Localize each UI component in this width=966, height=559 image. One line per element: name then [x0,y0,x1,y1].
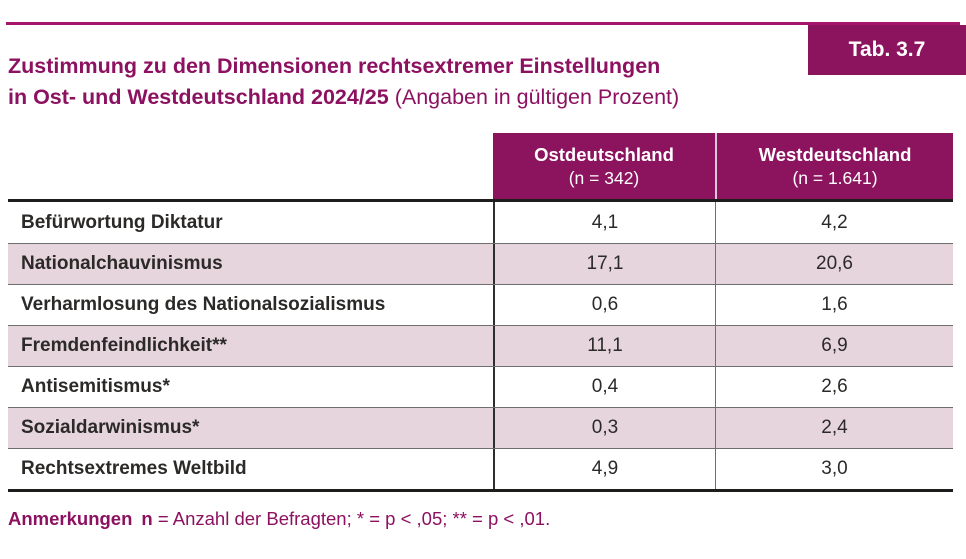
footnote-n-symbol: n [141,508,153,529]
value-west: 6,9 [715,326,953,366]
table-row: Rechtsextremes Weltbild 4,9 3,0 [8,448,953,489]
column-header-ostdeutschland: Ostdeutschland (n = 342) [493,133,715,199]
value-ost: 0,3 [493,408,715,448]
row-label: Verharmlosung des Nationalsozialismus [21,294,386,315]
table-row: Sozialdarwinismus* 0,3 2,4 [8,407,953,448]
row-label: Befürwortung Diktatur [21,211,223,233]
value-ost: 4,9 [493,449,715,489]
title-line2-note: (Angaben in gültigen Prozent) [388,85,680,109]
table-row: Fremdenfeindlichkeit** 11,1 6,9 [8,325,953,366]
table-body: Befürwortung Diktatur 4,1 4,2 Nationalch… [8,199,953,492]
header-spacer-cell [8,133,493,199]
title-line1: Zustimmung zu den Dimensionen rechtsextr… [8,54,661,78]
row-label: Antisemitismus* [21,376,170,397]
column-header-name: Westdeutschland [758,144,912,165]
data-table: Ostdeutschland (n = 342) Westdeutschland… [8,133,953,492]
top-divider-rule [6,22,960,25]
value-west: 4,2 [715,202,953,243]
row-label: Sozialdarwinismus* [21,417,200,438]
table-number-label: Tab. 3.7 [848,38,926,61]
value-west: 20,6 [715,244,953,284]
column-header-subtitle: (n = 342) [568,168,640,188]
row-label: Nationalchauvinismus [21,253,223,274]
table-header-row: Ostdeutschland (n = 342) Westdeutschland… [8,133,953,199]
value-west: 2,6 [715,367,953,407]
footnote-text: = Anzahl der Befragten; * = p < ,05; ** … [157,508,551,529]
value-ost: 0,4 [493,367,715,407]
column-header-subtitle: (n = 1.641) [792,168,878,188]
table-number-badge: Tab. 3.7 [808,25,966,75]
footnote-label: Anmerkungen [8,508,133,529]
value-ost: 4,1 [493,202,715,243]
column-header-name: Ostdeutschland [534,144,674,165]
value-west: 2,4 [715,408,953,448]
footnote: Anmerkungen n = Anzahl der Befragten; * =… [8,508,550,530]
value-west: 1,6 [715,285,953,325]
table-row: Verharmlosung des Nationalsozialismus 0,… [8,284,953,325]
title-line2-bold: in Ost- und Westdeutschland 2024/25 [8,85,389,109]
row-label: Rechtsextremes Weltbild [21,458,247,479]
table-row: Befürwortung Diktatur 4,1 4,2 [8,202,953,243]
value-west: 3,0 [715,449,953,489]
table-title: Zustimmung zu den Dimensionen rechtsextr… [8,51,679,113]
table-row: Nationalchauvinismus 17,1 20,6 [8,243,953,284]
value-ost: 0,6 [493,285,715,325]
table-row: Antisemitismus* 0,4 2,6 [8,366,953,407]
value-ost: 11,1 [493,326,715,366]
value-ost: 17,1 [493,244,715,284]
row-label: Fremdenfeindlichkeit** [21,335,227,356]
column-header-westdeutschland: Westdeutschland (n = 1.641) [715,133,953,199]
